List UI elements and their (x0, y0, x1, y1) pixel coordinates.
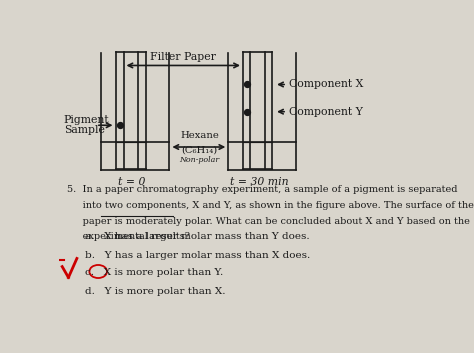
Text: d.   Y is more polar than X.: d. Y is more polar than X. (85, 287, 226, 295)
Text: (C₆H₁₄): (C₆H₁₄) (182, 146, 218, 155)
Text: c.   X is more polar than Y.: c. X is more polar than Y. (85, 268, 223, 276)
Text: Component X: Component X (289, 79, 363, 90)
Text: a.   X has a larger molar mass than Y does.: a. X has a larger molar mass than Y does… (85, 232, 310, 241)
Point (116, 122, 124, 128)
Text: Non-polar: Non-polar (180, 156, 219, 164)
Text: Component Y: Component Y (289, 107, 363, 117)
Point (243, 82, 250, 87)
Text: Filter Paper: Filter Paper (150, 52, 216, 62)
Text: Sample: Sample (64, 125, 105, 135)
Text: Pigment: Pigment (64, 115, 109, 125)
Text: Hexane: Hexane (180, 131, 219, 140)
Text: 5.  In a paper chromatography experiment, a sample of a pigment is separated: 5. In a paper chromatography experiment,… (67, 185, 458, 194)
Text: into two components, X and Y, as shown in the figure above. The surface of the: into two components, X and Y, as shown i… (67, 201, 474, 210)
Text: t = 0: t = 0 (118, 177, 146, 187)
Text: t = 30 min: t = 30 min (230, 177, 289, 187)
Text: paper is moderately polar. What can be concluded about X and Y based on the: paper is moderately polar. What can be c… (67, 217, 470, 226)
Text: b.   Y has a larger molar mass than X does.: b. Y has a larger molar mass than X does… (85, 251, 310, 260)
Text: experimental results?: experimental results? (67, 232, 191, 241)
Point (243, 109, 250, 114)
